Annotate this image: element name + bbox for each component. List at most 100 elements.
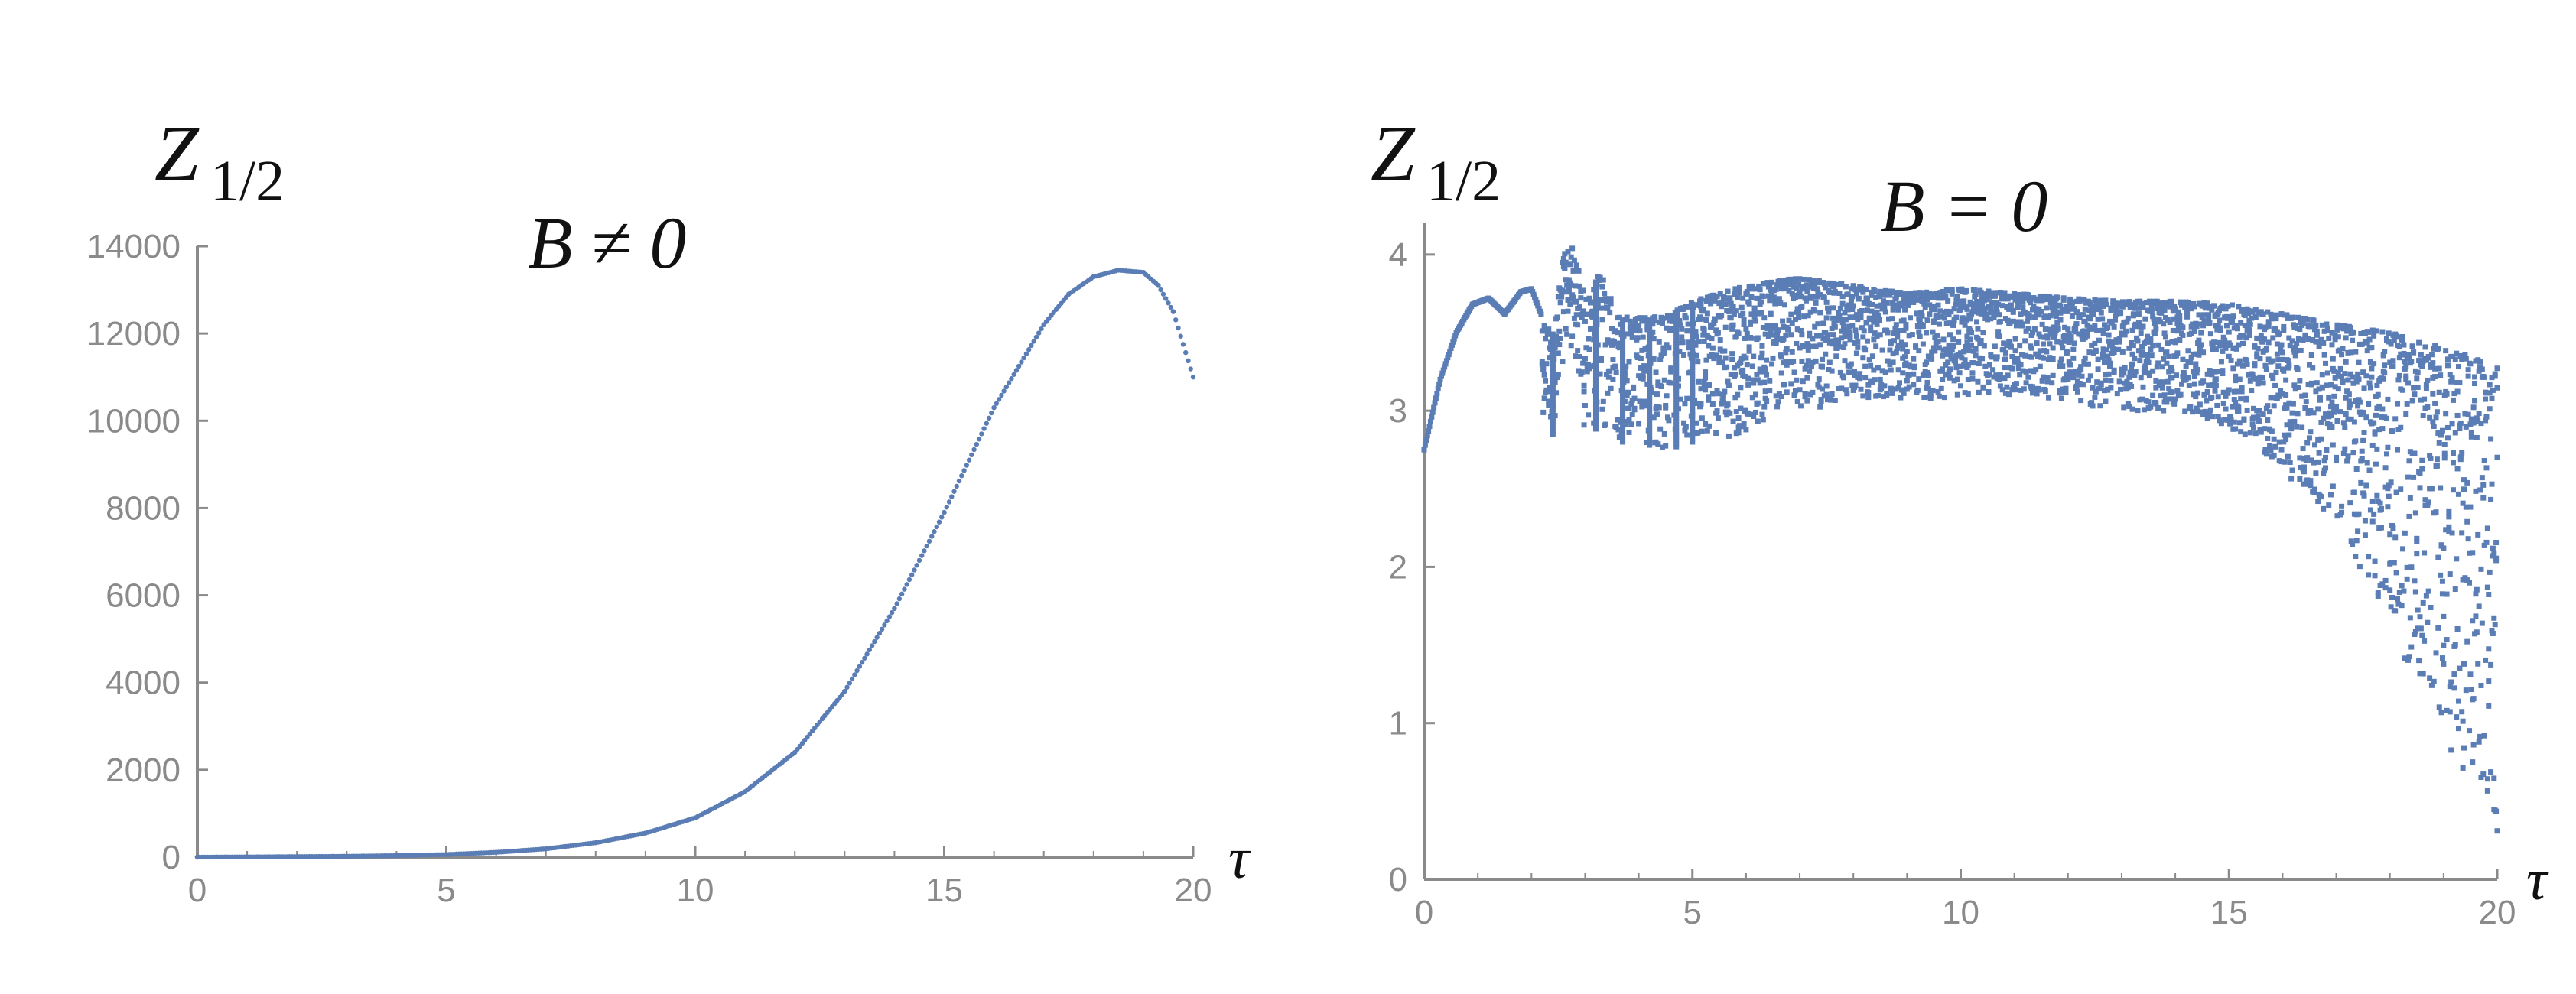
data-point-right — [1592, 288, 1599, 294]
data-point-right — [2314, 332, 2320, 338]
data-point-right — [2198, 330, 2204, 336]
data-point-right — [1647, 345, 1653, 351]
data-point-left — [1019, 359, 1024, 365]
data-point-right — [2439, 427, 2445, 434]
y-tick-label-left: 12000 — [87, 315, 181, 352]
data-point-right — [2006, 306, 2012, 312]
data-point-right — [2022, 352, 2028, 359]
data-point-right — [2275, 363, 2282, 369]
data-point-right — [2256, 418, 2262, 424]
data-point-right — [2058, 389, 2064, 395]
data-point-right — [2050, 356, 2056, 362]
data-point-right — [2249, 388, 2255, 394]
data-point-right — [2366, 380, 2373, 386]
data-point-right — [2271, 403, 2277, 409]
data-point-right — [2467, 421, 2474, 427]
data-point-right — [1565, 308, 1571, 314]
data-point-right — [2030, 307, 2036, 313]
data-point-right — [1668, 369, 1674, 375]
data-point-right — [1830, 315, 1836, 321]
data-point-right — [2054, 294, 2060, 300]
data-point-right — [2035, 352, 2041, 358]
data-point-right — [1732, 395, 1738, 401]
data-point-right — [1873, 294, 1879, 300]
data-point-right — [1751, 377, 1757, 383]
data-point-right — [2148, 352, 2155, 359]
data-point-right — [1690, 330, 1696, 336]
data-point-right — [2132, 356, 2138, 362]
data-point-right — [1550, 431, 1556, 437]
data-point-right — [2359, 456, 2365, 462]
data-point-right — [1704, 310, 1710, 317]
data-point-right — [2276, 393, 2282, 399]
data-point-right — [2150, 343, 2156, 349]
data-point-right — [2018, 387, 2024, 393]
data-point-right — [2197, 349, 2203, 355]
data-point-right — [1647, 442, 1653, 448]
data-point-right — [1690, 317, 1696, 323]
data-point-right — [1663, 403, 1669, 409]
data-point-right — [1673, 362, 1680, 369]
data-point-right — [2412, 391, 2418, 398]
data-point-right — [2207, 331, 2213, 337]
data-point-right — [2058, 339, 2064, 346]
data-point-right — [2272, 382, 2278, 388]
data-point-right — [1543, 378, 1549, 384]
data-point-right — [2311, 317, 2317, 323]
data-point-right — [1846, 330, 1852, 336]
data-point-right — [1760, 325, 1766, 331]
data-point-right — [1727, 295, 1733, 301]
data-point-right — [2360, 437, 2366, 443]
data-point-right — [1775, 399, 1781, 405]
data-point-right — [1703, 297, 1709, 304]
data-point-right — [1982, 363, 1989, 369]
data-point-right — [2060, 307, 2066, 313]
data-point-right — [1964, 306, 1970, 312]
data-point-right — [1876, 293, 1882, 299]
data-point-right — [2343, 359, 2349, 365]
data-point-left — [949, 494, 955, 499]
data-point-right — [1920, 323, 1926, 329]
data-point-right — [1924, 289, 1930, 295]
data-point-right — [2383, 415, 2389, 421]
data-point-right — [2483, 414, 2490, 420]
data-point-right — [2321, 458, 2327, 464]
data-point-right — [1776, 296, 1782, 302]
data-point-right — [2379, 329, 2386, 335]
data-point-right — [1961, 362, 1967, 369]
data-point-right — [1895, 307, 1901, 313]
data-point-right — [2187, 359, 2194, 365]
data-point-right — [2085, 361, 2091, 367]
data-point-left — [896, 596, 903, 602]
data-point-right — [2038, 308, 2044, 314]
data-point-right — [1620, 420, 1626, 426]
data-point-right — [2300, 320, 2306, 326]
data-point-right — [1538, 311, 1544, 317]
data-point-right — [1704, 427, 1710, 434]
data-point-right — [1530, 288, 1536, 294]
data-point-right — [2438, 372, 2444, 378]
data-point-right — [1839, 385, 1845, 391]
data-point-right — [1732, 372, 1738, 378]
data-point-right — [1592, 414, 1599, 420]
data-point-right — [2321, 339, 2327, 346]
data-point-right — [1616, 314, 1622, 320]
data-point-right — [1956, 363, 1963, 369]
data-point-right — [2233, 345, 2239, 351]
data-point-right — [1832, 289, 1838, 295]
ylabel-right-main: Z — [1371, 109, 1416, 197]
data-point-right — [2082, 306, 2088, 312]
data-point-right — [1713, 430, 1719, 437]
data-point-right — [1832, 323, 1838, 330]
data-point-right — [1979, 356, 1986, 362]
data-point-right — [2363, 482, 2369, 489]
data-point-right — [1659, 444, 1665, 450]
data-point-right — [2249, 309, 2256, 315]
data-point-right — [1690, 336, 1696, 342]
data-point-right — [2161, 408, 2167, 414]
data-point-right — [1449, 342, 1455, 348]
data-point-right — [1612, 363, 1618, 369]
data-point-right — [1764, 325, 1771, 331]
data-point-right — [2292, 344, 2298, 350]
data-point-right — [1729, 351, 1735, 357]
